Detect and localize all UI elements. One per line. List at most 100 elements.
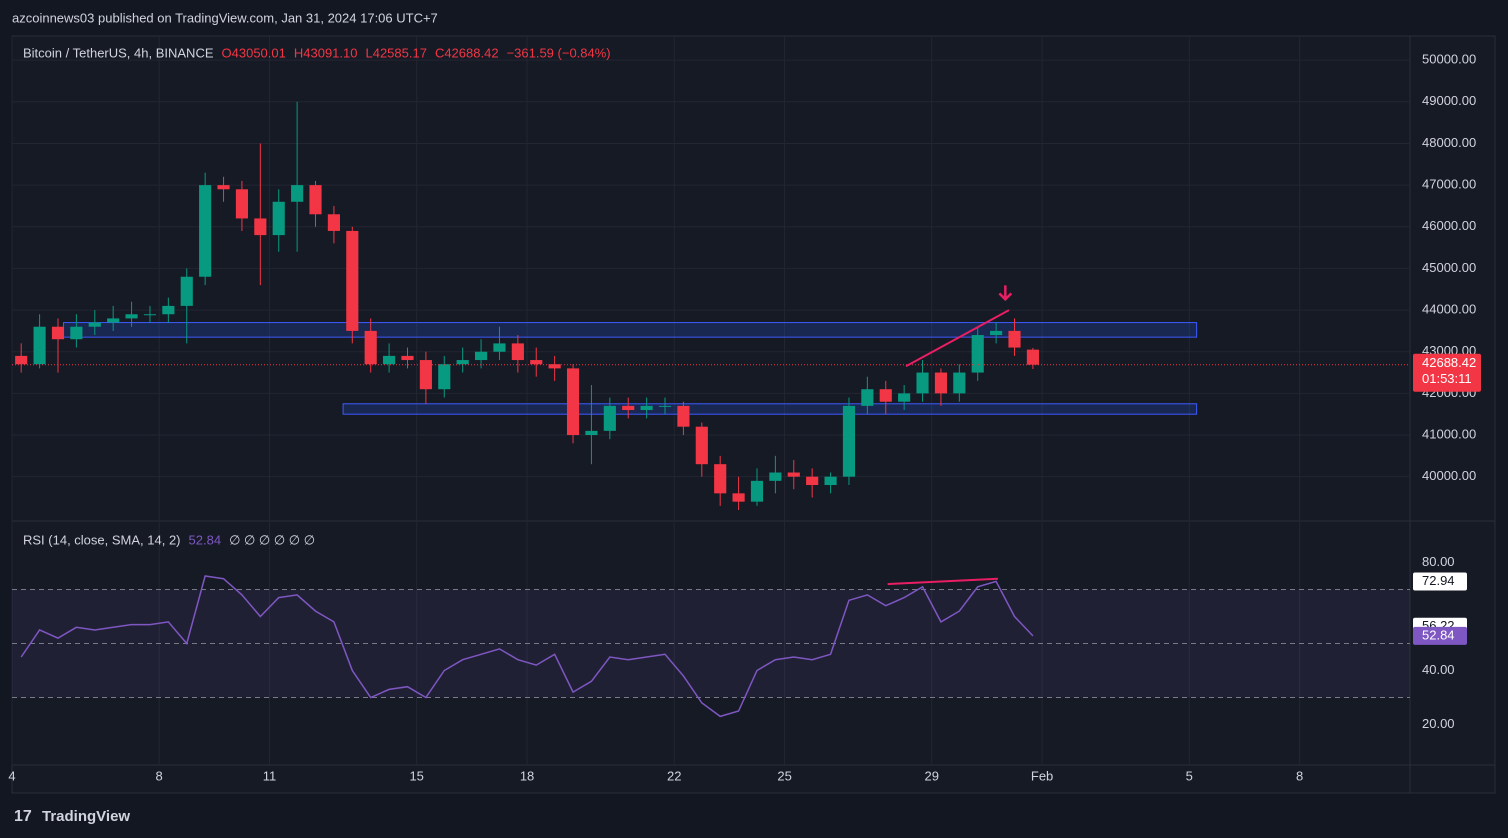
candle-body (51, 326, 65, 340)
candle-body (732, 493, 745, 502)
y-tick-label: 44000.00 (1422, 302, 1476, 317)
x-tick-label: 5 (1186, 768, 1193, 783)
legend-text: L42585.17 (365, 45, 426, 60)
candle-body (346, 230, 359, 331)
candle-body (658, 405, 672, 407)
candle-body (383, 355, 396, 365)
candle-body (217, 185, 230, 190)
brand: TradingView (42, 808, 130, 825)
candle-body (622, 405, 635, 411)
candle-body (401, 355, 414, 361)
rsi-tick-label: 20.00 (1422, 716, 1455, 731)
rsi-trend-line (887, 577, 999, 586)
candle-body (842, 405, 856, 477)
candle-body (511, 343, 524, 361)
rsi-tag (1413, 572, 1467, 591)
y-tick-label: 41000.00 (1422, 426, 1476, 441)
rsi-tag-value: 72.94 (1422, 573, 1455, 588)
candle-body (88, 322, 101, 327)
zone (342, 403, 1198, 415)
candle-body (291, 185, 304, 202)
candle-body (971, 335, 984, 373)
candle-body (603, 405, 616, 431)
candle-body (769, 472, 782, 481)
zone (63, 322, 1198, 338)
candle-body (309, 185, 322, 215)
y-tick-label: 49000.00 (1422, 93, 1476, 108)
y-tick-label: 46000.00 (1422, 218, 1476, 233)
candle-body (419, 360, 432, 390)
candle-body (143, 314, 157, 316)
candle-body (548, 364, 561, 369)
price-tag (1413, 353, 1481, 392)
legend-text: 52.84 (189, 532, 222, 547)
candle-body (640, 405, 653, 411)
candle-body (15, 355, 28, 365)
x-tick-label: 4 (8, 768, 15, 783)
candle-body (1026, 349, 1039, 365)
x-tick-label: 11 (263, 768, 277, 783)
y-tick-label: 45000.00 (1422, 260, 1476, 275)
legend-text: O43050.01 (222, 45, 286, 60)
candle-body (585, 430, 598, 436)
legend-text: ∅ ∅ ∅ ∅ ∅ ∅ (229, 532, 315, 547)
candle-body (199, 185, 212, 277)
candle-body (364, 330, 377, 365)
x-tick-label: 18 (520, 768, 534, 783)
candle-body (456, 360, 469, 365)
candle-body (438, 364, 451, 390)
candle-body (180, 276, 193, 306)
x-tick-label: 8 (1296, 768, 1303, 783)
candle-body (33, 326, 46, 365)
legend-text: H43091.10 (294, 45, 358, 60)
candle-body (235, 189, 249, 219)
x-tick-label: 22 (667, 768, 681, 783)
legend-text: RSI (14, close, SMA, 14, 2) (23, 532, 181, 547)
candle-body (327, 214, 340, 231)
x-tick-label: 8 (156, 768, 163, 783)
candle-body (493, 343, 506, 352)
logo: 17 (14, 808, 32, 825)
candle-body (272, 201, 285, 236)
y-tick-label: 48000.00 (1422, 135, 1476, 150)
candle-body (934, 372, 948, 394)
legend-text: C42688.42 (435, 45, 499, 60)
x-tick-label: 29 (925, 768, 939, 783)
candle-body (990, 330, 1003, 336)
x-tick-label: 15 (409, 768, 423, 783)
legend-text: Bitcoin / TetherUS, 4h, BINANCE (23, 45, 214, 60)
candle-body (953, 372, 966, 394)
publisher: azcoinnews03 published on TradingView.co… (12, 10, 438, 25)
candle-body (714, 464, 727, 494)
candle-body (861, 389, 874, 406)
y-tick-label: 40000.00 (1422, 468, 1476, 483)
candle-body (125, 314, 138, 319)
candle-body (879, 389, 892, 402)
candle-body (530, 360, 543, 365)
countdown: 01:53:11 (1422, 371, 1472, 386)
rsi-tick-label: 40.00 (1422, 662, 1455, 677)
candle-body (787, 472, 800, 477)
x-tick-label: 25 (777, 768, 791, 783)
price-tag-value: 42688.42 (1422, 355, 1476, 370)
candle-body (70, 326, 83, 340)
candle-body (824, 476, 837, 486)
candle-body (750, 480, 764, 502)
rsi-tick-label: 80.00 (1422, 554, 1455, 569)
candle-body (474, 351, 488, 361)
candle-body (1008, 330, 1021, 348)
rsi-line (20, 575, 1034, 718)
candle-body (806, 476, 819, 486)
rsi-tag-value: 52.84 (1422, 627, 1455, 642)
candle-body (107, 318, 120, 323)
trend-line (905, 309, 1010, 368)
arrow (998, 285, 1013, 302)
candle-body (566, 368, 580, 436)
rsi-tag (1413, 626, 1467, 645)
candle-body (677, 405, 690, 427)
candle-body (898, 393, 911, 402)
y-tick-label: 50000.00 (1422, 52, 1476, 67)
candle-body (916, 372, 929, 394)
